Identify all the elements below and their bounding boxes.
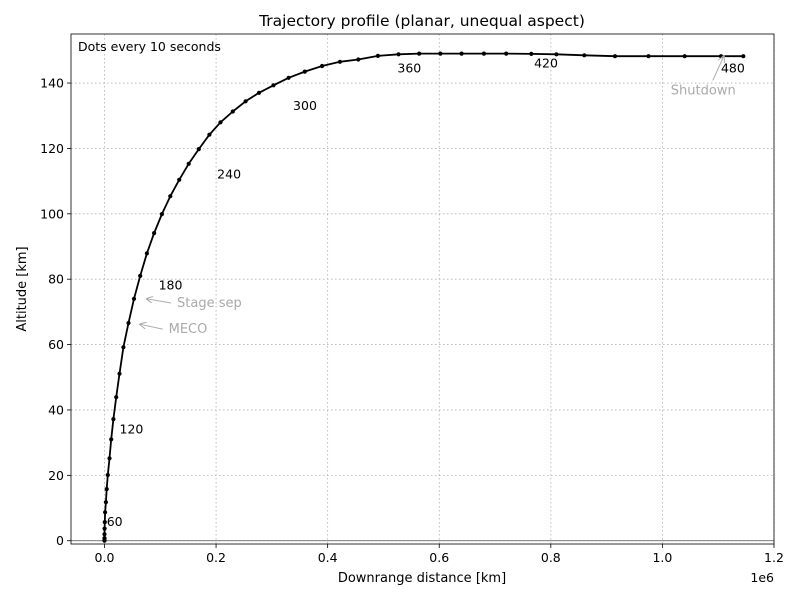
y-axis-label: Altitude [km] (15, 246, 30, 331)
time-marker-dot (102, 536, 107, 541)
time-marker-dot (320, 63, 325, 69)
time-marker-dot (741, 54, 746, 59)
time-marker-dot (104, 487, 109, 492)
time-marker-dot (504, 51, 509, 56)
time-marker-dot (103, 510, 108, 515)
time-marker-dot (107, 456, 112, 461)
time-marker-dot (396, 52, 401, 57)
annotation-arrow-stage-sep (147, 299, 172, 304)
time-label-420: 420 (534, 55, 558, 70)
axis-ticks: 0.0 0.2 0.4 0.6 0.8 1.0 1.2 0 20 40 60 80 100 120 140 (40, 76, 784, 565)
dots-note: Dots every 10 seconds (78, 39, 221, 54)
time-marker-dot (271, 83, 276, 88)
time-label-60: 60 (107, 514, 123, 529)
time-marker-dot (102, 520, 107, 525)
x-tick-label: 1.2 (764, 550, 784, 565)
time-label-360: 360 (397, 60, 421, 75)
time-marker-dot (168, 194, 173, 199)
time-marker-dot (152, 231, 157, 236)
time-marker-dot (177, 177, 182, 182)
time-marker-dot (111, 417, 116, 422)
time-marker-dot (186, 161, 191, 166)
y-tick-label: 140 (40, 76, 64, 91)
time-marker-dot (337, 59, 342, 64)
y-tick-label: 100 (40, 206, 64, 221)
time-marker-dot (718, 54, 724, 59)
x-tick-label: 0.4 (318, 550, 338, 565)
y-tick-label: 60 (48, 337, 64, 352)
x-tick-label: 0.0 (95, 550, 115, 565)
annotations: Stage sep MECO Shutdown (140, 56, 736, 337)
y-tick-label: 80 (48, 272, 64, 287)
annotation-shutdown: Shutdown (671, 83, 736, 98)
time-marker-dot (114, 395, 119, 400)
time-marker-dot (256, 90, 262, 95)
chart-title: Trajectory profile (planar, unequal aspe… (258, 12, 585, 30)
time-label-240: 240 (217, 167, 241, 182)
x-axis-offset-label: 1e6 (750, 570, 774, 585)
annotation-arrow-shutdown (712, 56, 724, 81)
trajectory-series (102, 51, 746, 543)
time-marker-dot (117, 371, 122, 376)
x-tick-label: 0.8 (541, 550, 561, 565)
time-marker-dot (103, 500, 108, 505)
time-label-300: 300 (293, 98, 317, 113)
time-labels: 60 120 180 240 300 360 420 480 (107, 55, 745, 529)
trajectory-line (103, 52, 744, 541)
y-tick-label: 0 (56, 533, 64, 548)
time-marker-dot (356, 57, 361, 62)
time-marker-dot (218, 120, 223, 125)
time-marker-dot (102, 526, 107, 531)
time-label-480: 480 (721, 60, 745, 75)
time-marker-dot (121, 345, 126, 350)
time-marker-dot (105, 472, 110, 478)
annotation-stage-sep: Stage sep (177, 296, 242, 311)
time-marker-dot (243, 99, 248, 104)
x-axis-label: Downrange distance [km] (338, 571, 506, 586)
time-marker-dot (646, 54, 651, 59)
x-tick-label: 0.6 (429, 550, 449, 565)
annotation-arrow-meco (140, 324, 163, 330)
time-marker-dot (102, 532, 107, 537)
time-marker-dot (286, 75, 291, 80)
time-marker-dot (109, 437, 114, 442)
time-marker-dot (417, 51, 422, 56)
x-tick-label: 0.2 (206, 550, 226, 565)
time-marker-dot (131, 296, 137, 301)
y-tick-label: 120 (40, 141, 64, 156)
y-tick-label: 20 (48, 468, 64, 483)
time-marker-dot (230, 109, 235, 114)
time-marker-dot (459, 51, 464, 56)
time-marker-dot (375, 53, 380, 59)
time-marker-dot (481, 51, 486, 56)
time-label-180: 180 (159, 278, 183, 293)
time-label-120: 120 (120, 422, 144, 437)
time-marker-dot (138, 273, 143, 278)
plot-frame (70, 33, 775, 545)
time-marker-dot (438, 51, 443, 56)
x-tick-label: 1.0 (652, 550, 672, 565)
time-marker-dot (582, 53, 587, 58)
time-marker-dot (126, 320, 131, 326)
time-marker-dot (554, 52, 559, 57)
time-marker-dot (529, 51, 534, 57)
time-marker-dot (302, 69, 307, 74)
y-tick-label: 40 (48, 402, 64, 417)
time-marker-dot (144, 251, 149, 256)
time-marker-dot (159, 212, 164, 217)
time-marker-dot (682, 54, 687, 59)
annotation-meco: MECO (169, 322, 208, 337)
time-marker-dot (612, 54, 618, 59)
time-marker-dot (207, 132, 212, 137)
time-marker-dot (196, 147, 201, 152)
